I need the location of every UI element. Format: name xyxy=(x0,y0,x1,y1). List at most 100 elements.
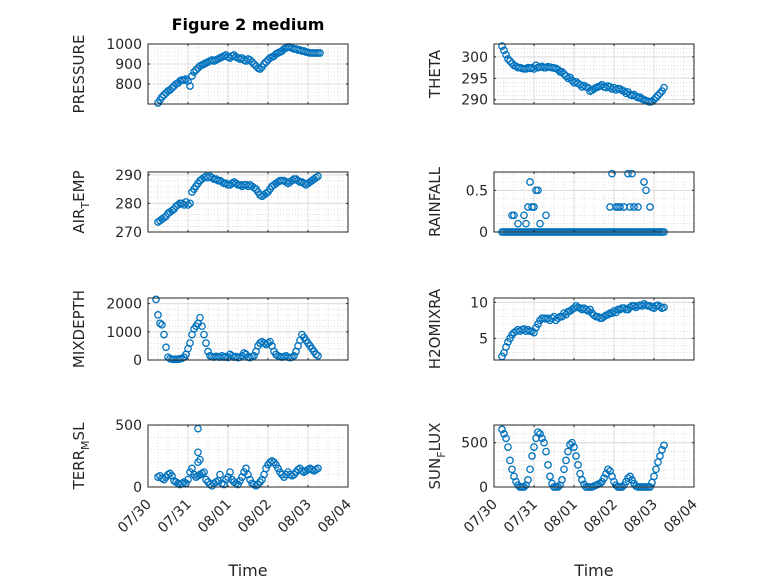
axes-box xyxy=(147,43,349,105)
data-point xyxy=(570,443,578,451)
data-point xyxy=(606,83,614,91)
data-point xyxy=(204,347,212,356)
data-point xyxy=(502,434,510,443)
data-point xyxy=(184,475,192,484)
data-point xyxy=(314,464,322,473)
data-point xyxy=(624,474,632,482)
data-point xyxy=(250,351,258,360)
data-point xyxy=(564,447,572,456)
axes-box xyxy=(493,424,695,488)
data-point xyxy=(560,465,568,474)
data-point xyxy=(534,428,542,436)
data-point xyxy=(524,476,532,484)
data-point xyxy=(220,480,228,489)
data-point xyxy=(262,464,270,473)
data-point xyxy=(244,470,252,479)
data-point xyxy=(522,219,530,228)
data-point xyxy=(616,203,624,211)
data-point xyxy=(648,97,656,106)
subplot-2: 290 295 300 THETA xyxy=(426,42,695,109)
data-point xyxy=(240,349,248,357)
x-tick-label: 07/31 xyxy=(501,497,541,537)
data-point xyxy=(184,77,192,85)
data-point xyxy=(262,189,270,198)
x-axis-label: Time xyxy=(573,561,613,580)
data-point xyxy=(542,211,550,220)
data-point xyxy=(312,173,320,182)
data-point xyxy=(290,351,298,360)
y-tick-label: 0 xyxy=(133,353,142,369)
data-point xyxy=(200,330,208,339)
y-tick-label: 500 xyxy=(461,436,488,452)
data-point xyxy=(506,57,514,65)
subplot-4: 0 0.5 RAINFALL xyxy=(426,166,695,241)
data-point xyxy=(500,430,508,438)
y-axis-label: RAINFALL xyxy=(426,166,444,237)
data-point xyxy=(234,480,242,489)
data-point xyxy=(542,447,550,456)
data-point xyxy=(656,89,664,98)
data-point xyxy=(272,460,280,469)
data-point xyxy=(250,183,258,192)
data-point xyxy=(626,203,634,211)
data-point xyxy=(530,328,538,337)
data-point xyxy=(168,471,176,480)
axes-box xyxy=(147,171,349,233)
axes-box xyxy=(147,424,349,488)
data-point xyxy=(314,351,322,360)
data-point xyxy=(154,311,162,319)
data-point xyxy=(168,84,176,92)
data-point xyxy=(534,320,542,328)
data-point xyxy=(640,178,648,186)
data-point xyxy=(246,56,254,64)
data-point xyxy=(560,70,568,78)
data-point xyxy=(530,443,538,451)
y-axis-label: H2OMIXRA xyxy=(426,288,444,369)
y-tick-label: 295 xyxy=(461,71,488,87)
data-point xyxy=(182,75,190,83)
data-point xyxy=(208,173,216,182)
data-point xyxy=(258,475,266,484)
data-point xyxy=(656,452,664,460)
y-axis-label: PRESSURE xyxy=(70,35,88,114)
data-point xyxy=(162,343,170,352)
y-tick-label: 0.5 xyxy=(466,183,488,199)
data-point xyxy=(572,452,580,460)
data-point xyxy=(656,302,664,311)
data-point xyxy=(526,465,534,474)
data-point xyxy=(152,295,160,304)
data-point xyxy=(188,72,196,80)
data-point xyxy=(504,443,512,451)
data-point xyxy=(528,452,536,460)
y-tick-label: 10 xyxy=(470,295,488,311)
subplot-3: 270 280 290 AIRTEMP xyxy=(70,168,349,241)
y-tick-label: 1000 xyxy=(106,37,142,53)
x-tick-label: 07/30 xyxy=(461,497,501,537)
data-point xyxy=(558,68,566,76)
x-tick-label: 08/02 xyxy=(581,497,621,537)
data-point xyxy=(182,479,190,488)
data-point xyxy=(156,319,164,328)
data-point xyxy=(232,179,240,188)
data-point xyxy=(190,68,198,76)
data-point xyxy=(504,55,512,63)
data-point xyxy=(226,468,234,476)
data-point xyxy=(608,309,616,317)
data-point xyxy=(562,72,570,80)
data-point xyxy=(642,186,650,195)
data-point xyxy=(660,83,668,92)
y-tick-label: 0 xyxy=(133,480,142,496)
data-point xyxy=(646,203,654,211)
data-point xyxy=(502,343,510,351)
data-point xyxy=(194,448,202,457)
x-tick-label: 08/03 xyxy=(621,497,661,537)
data-point xyxy=(568,76,576,85)
data-point xyxy=(520,211,528,220)
y-axis-label: SUNFLUX xyxy=(426,423,448,490)
x-axis-label: Time xyxy=(227,561,267,580)
data-point xyxy=(524,325,532,334)
data-point xyxy=(160,213,168,222)
data-point xyxy=(538,434,546,443)
y-tick-label: 0 xyxy=(479,480,488,496)
